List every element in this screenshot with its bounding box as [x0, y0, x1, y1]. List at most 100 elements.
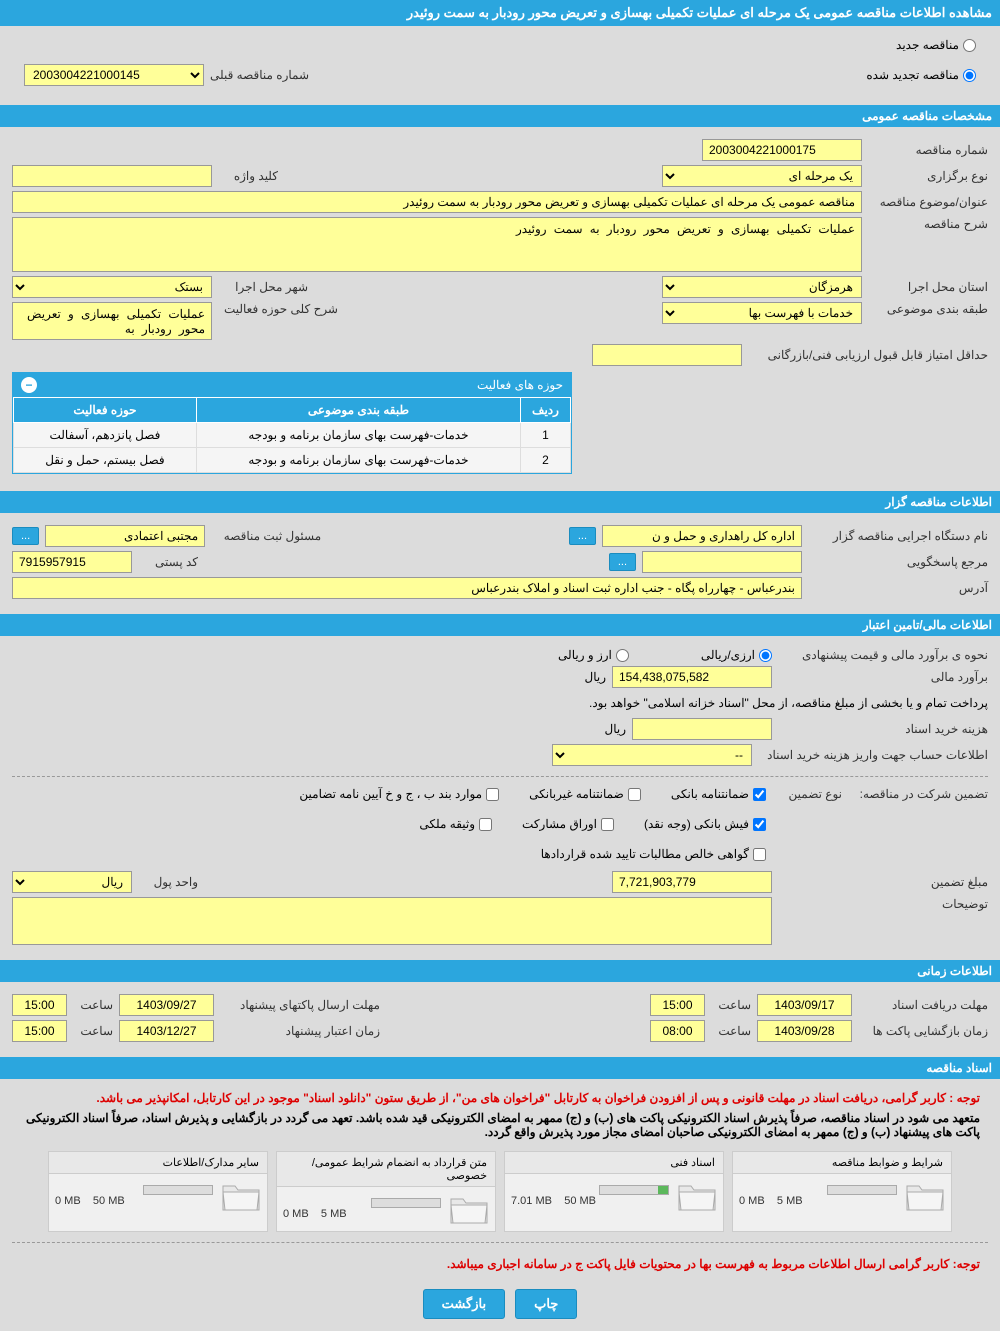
- validity-time: 15:00: [12, 1020, 67, 1042]
- currency-unit-label: واحد پول: [138, 875, 198, 889]
- organizer-block: نام دستگاه اجرایی مناقصه گزار ... مسئول …: [0, 513, 1000, 611]
- opening-label: زمان بازگشایی پاکت ها: [858, 1024, 988, 1038]
- radio-renewed-label: مناقصه تجدید شده: [866, 68, 959, 82]
- response-lookup-button[interactable]: ...: [609, 553, 636, 571]
- holding-type-label: نوع برگزاری: [868, 169, 988, 183]
- timing-block: مهلت دریافت اسناد 1403/09/17 ساعت 15:00 …: [0, 982, 1000, 1054]
- progress-bar: [143, 1185, 213, 1195]
- subject-field: مناقصه عمومی یک مرحله ای عملیات تکمیلی ب…: [12, 191, 862, 213]
- radio-new-label: مناقصه جدید: [896, 38, 959, 52]
- category-select[interactable]: خدمات با فهرست بها: [662, 302, 862, 324]
- action-buttons: چاپ بازگشت: [0, 1277, 1000, 1331]
- radio-arz[interactable]: [616, 649, 629, 662]
- section-documents: اسناد مناقصه: [0, 1057, 1000, 1079]
- notes-label: توضیحات: [778, 897, 988, 911]
- org-lookup-button[interactable]: ...: [569, 527, 596, 545]
- postal-code-label: کد پستی: [138, 555, 198, 569]
- section-general: مشخصات مناقصه عمومی: [0, 105, 1000, 127]
- activity-desc-label: شرح کلی حوزه فعالیت: [218, 302, 338, 316]
- doc-cost-unit: ریال: [604, 722, 626, 736]
- postal-code-input[interactable]: [12, 551, 132, 573]
- description-label: شرح مناقصه: [868, 217, 988, 231]
- col-category: طبقه بندی موضوعی: [196, 398, 520, 423]
- holding-type-select[interactable]: یک مرحله ای: [662, 165, 862, 187]
- radio-renewed-tender[interactable]: [963, 69, 976, 82]
- city-select[interactable]: بستک: [12, 276, 212, 298]
- prev-number-select[interactable]: 2003004221000145: [24, 64, 204, 86]
- bid-send-time: 15:00: [12, 994, 67, 1016]
- chk-bylaw-items[interactable]: [486, 788, 499, 801]
- keyword-label: کلید واژه: [218, 169, 278, 183]
- registrar-label: مسئول ثبت مناقصه: [211, 529, 321, 543]
- bid-send-date: 1403/09/27: [119, 994, 214, 1016]
- doc-card: شرایط و ضوابط مناقصه 0 MB 5 MB: [732, 1151, 952, 1232]
- chk-participation-papers[interactable]: [601, 818, 614, 831]
- min-score-label: حداقل امتیاز قابل قبول ارزیابی فنی/بازرگ…: [748, 348, 988, 362]
- city-label: شهر محل اجرا: [218, 280, 308, 294]
- section-timing: اطلاعات زمانی: [0, 960, 1000, 982]
- response-ref-input[interactable]: [642, 551, 802, 573]
- address-field: بندرعباس - چهارراه پگاه - جنب اداره ثبت …: [12, 577, 802, 599]
- doc-cost-input[interactable]: [632, 718, 772, 740]
- chk-bank-receipt[interactable]: [753, 818, 766, 831]
- time-label-1: ساعت: [711, 998, 751, 1012]
- doc-card-title: سایر مدارک/اطلاعات: [49, 1152, 267, 1174]
- chk-bank-guarantee[interactable]: [753, 788, 766, 801]
- chk-nonbank-guarantee[interactable]: [628, 788, 641, 801]
- folder-icon: [905, 1180, 945, 1212]
- chk-net-receivables[interactable]: [753, 848, 766, 861]
- doc-receive-time: 15:00: [650, 994, 705, 1016]
- opening-date: 1403/09/28: [757, 1020, 852, 1042]
- doc-card: اسناد فنی 7.01 MB 50 MB: [504, 1151, 724, 1232]
- guarantee-type-label: نوع تضمین: [772, 787, 842, 801]
- min-score-input[interactable]: [592, 344, 742, 366]
- page-title: مشاهده اطلاعات مناقصه عمومی یک مرحله ای …: [0, 0, 1000, 26]
- documents-grid: شرایط و ضوابط مناقصه 0 MB 5 MB اسناد فنی…: [12, 1151, 988, 1232]
- folder-icon: [221, 1180, 261, 1212]
- activity-table-title: حوزه های فعالیت: [477, 378, 563, 392]
- progress-bar: [599, 1185, 669, 1195]
- section-organizer: اطلاعات مناقصه گزار: [0, 491, 1000, 513]
- province-select[interactable]: هرمزگان: [662, 276, 862, 298]
- address-label: آدرس: [808, 581, 988, 595]
- doc-card-title: شرایط و ضوابط مناقصه: [733, 1152, 951, 1174]
- tender-type-block: مناقصه جدید مناقصه تجدید شده شماره مناقص…: [0, 26, 1000, 102]
- back-button[interactable]: بازگشت: [423, 1289, 505, 1319]
- divider: [12, 1242, 988, 1243]
- chk-property-pledge[interactable]: [479, 818, 492, 831]
- validity-date: 1403/12/27: [119, 1020, 214, 1042]
- activity-table-container: حوزه های فعالیت − ردیف طبقه بندی موضوعی …: [12, 372, 572, 474]
- progress-bar: [371, 1198, 441, 1208]
- payment-note: پرداخت تمام و یا بخشی از مبلغ مناقصه، از…: [12, 692, 988, 714]
- guarantee-amount-value: 7,721,903,779: [612, 871, 772, 893]
- registrar-lookup-button[interactable]: ...: [12, 527, 39, 545]
- doc-receive-label: مهلت دریافت اسناد: [858, 998, 988, 1012]
- print-button[interactable]: چاپ: [515, 1289, 577, 1319]
- radio-new-tender[interactable]: [963, 39, 976, 52]
- subject-label: عنوان/موضوع مناقصه: [868, 195, 988, 209]
- radio-rial[interactable]: [759, 649, 772, 662]
- estimate-method-label: نحوه ی برآورد مالی و قیمت پیشنهادی: [778, 648, 988, 662]
- activity-desc-textarea[interactable]: عملیات تکمیلی بهسازی و تعریض محور رودبار…: [12, 302, 212, 340]
- estimate-unit: ریال: [584, 670, 606, 684]
- account-info-select[interactable]: --: [552, 744, 752, 766]
- tender-number-field: 2003004221000175: [702, 139, 862, 161]
- currency-unit-select[interactable]: ریال: [12, 871, 132, 893]
- doc-cost-label: هزینه خرید اسناد: [778, 722, 988, 736]
- doc-receive-date: 1403/09/17: [757, 994, 852, 1016]
- response-ref-label: مرجع پاسخگویی: [808, 555, 988, 569]
- time-label-3: ساعت: [711, 1024, 751, 1038]
- org-name-label: نام دستگاه اجرایی مناقصه گزار: [808, 529, 988, 543]
- progress-bar: [827, 1185, 897, 1195]
- doc-card-title: متن قرارداد به انضمام شرایط عمومی/خصوصی: [277, 1152, 495, 1187]
- org-name-input[interactable]: [602, 525, 802, 547]
- table-row: 2 خدمات-فهرست بهای سازمان برنامه و بودجه…: [14, 448, 571, 473]
- doc-card: متن قرارداد به انضمام شرایط عمومی/خصوصی …: [276, 1151, 496, 1232]
- keyword-input[interactable]: [12, 165, 212, 187]
- registrar-input[interactable]: [45, 525, 205, 547]
- description-textarea[interactable]: عملیات تکمیلی بهسازی و تعریض محور رودبار…: [12, 217, 862, 272]
- collapse-icon[interactable]: −: [21, 377, 37, 393]
- table-row: 1 خدمات-فهرست بهای سازمان برنامه و بودجه…: [14, 423, 571, 448]
- estimate-value: 154,438,075,582: [612, 666, 772, 688]
- notes-textarea[interactable]: [12, 897, 772, 945]
